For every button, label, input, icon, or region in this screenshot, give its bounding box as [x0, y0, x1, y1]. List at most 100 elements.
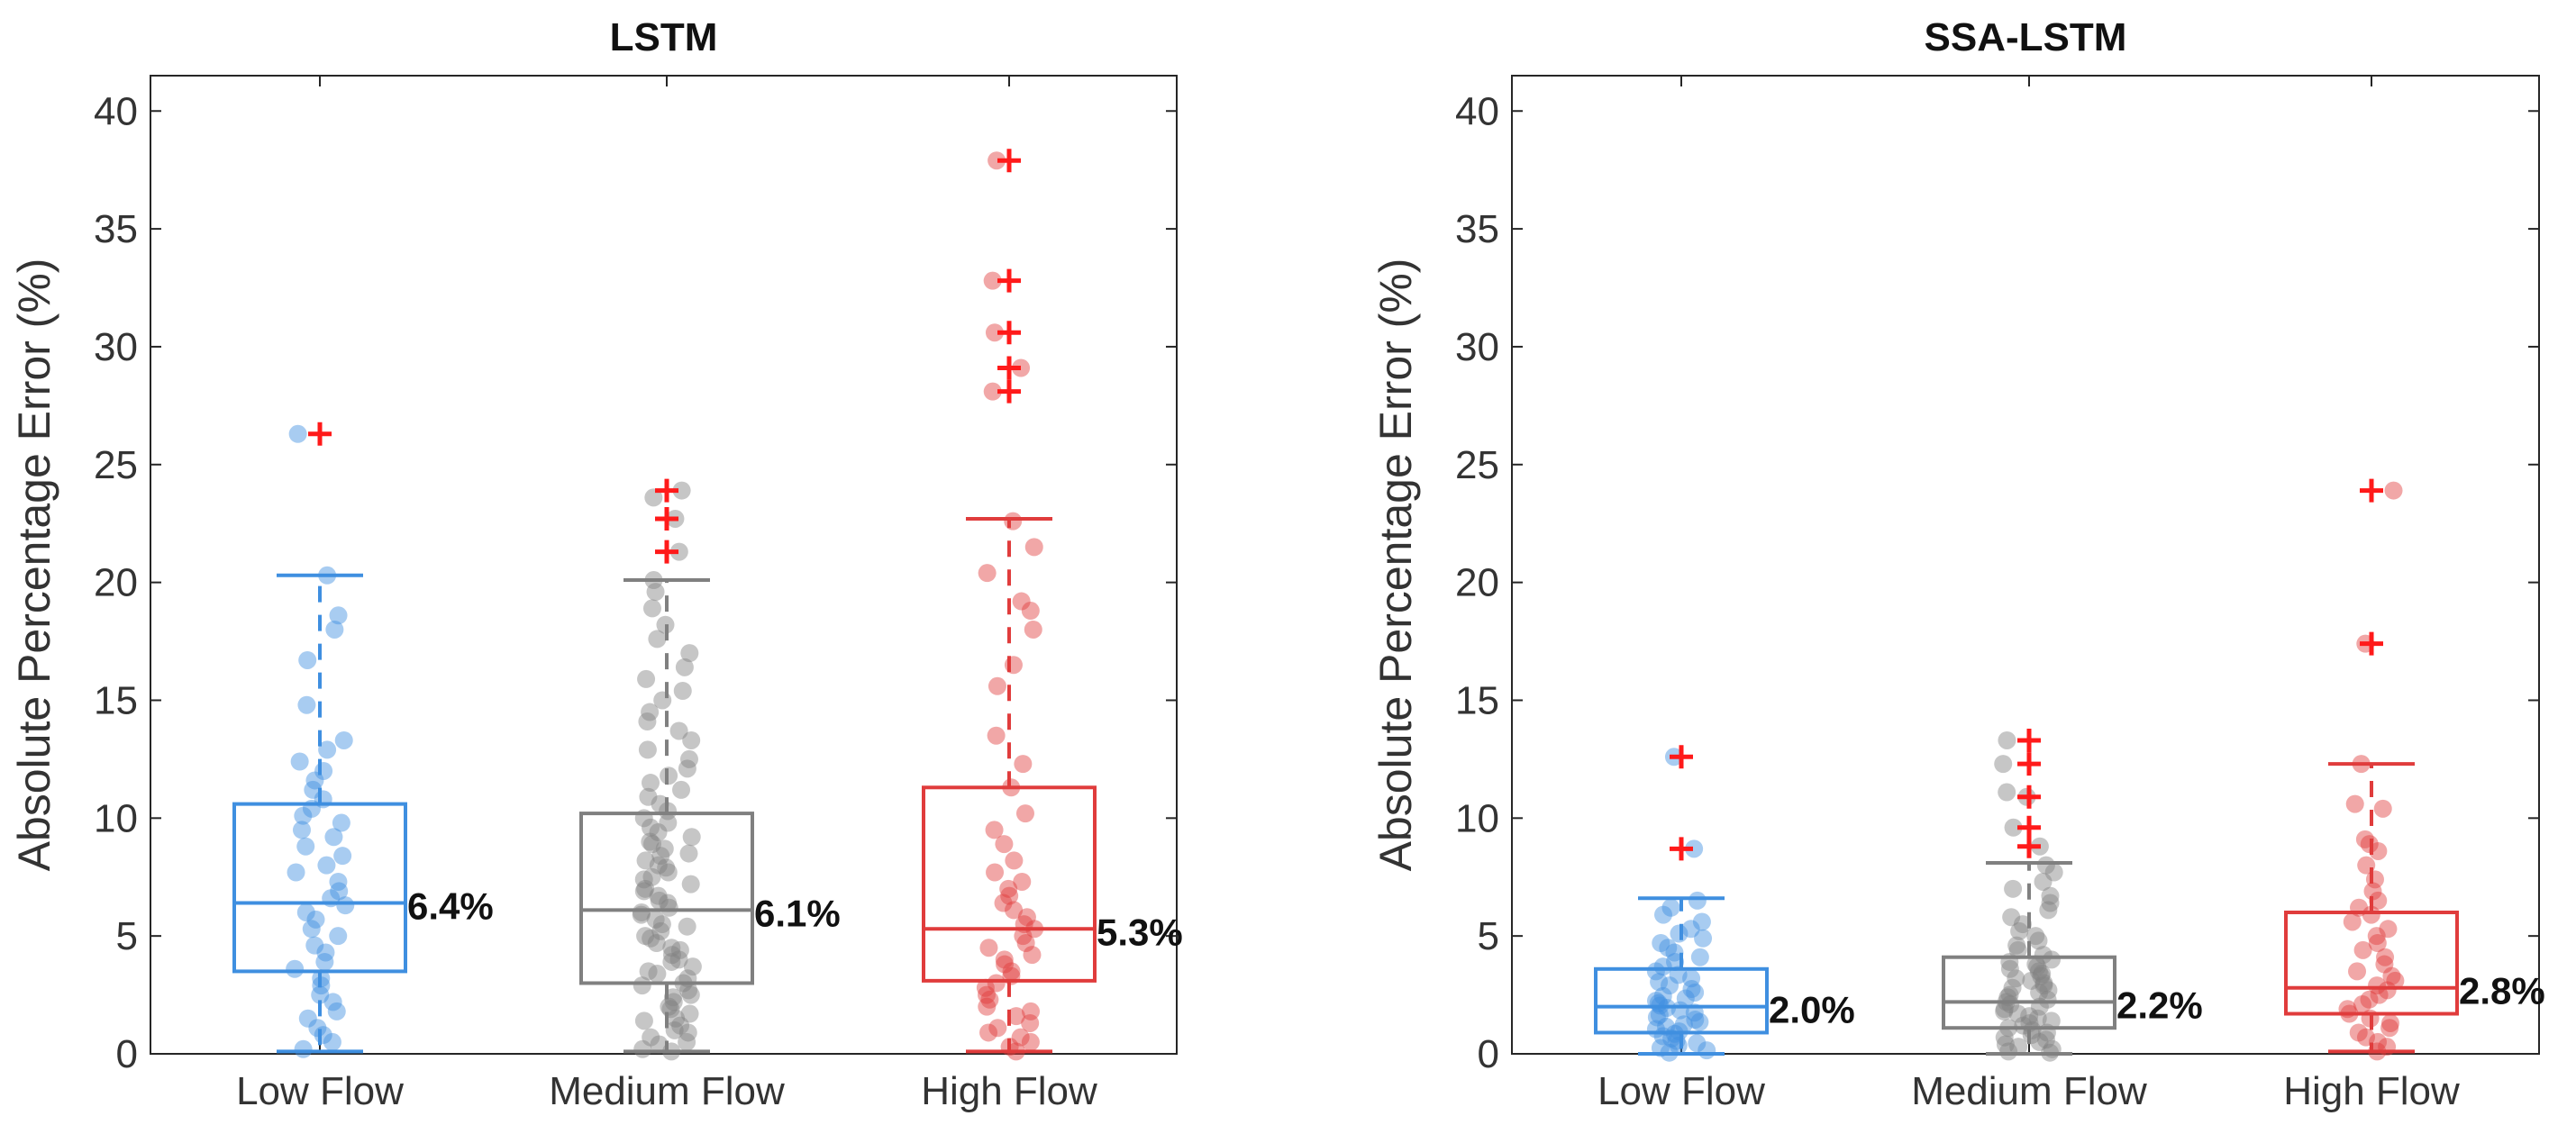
data-point — [634, 870, 653, 889]
data-point — [1004, 512, 1023, 531]
data-point — [1005, 851, 1024, 870]
data-point — [664, 993, 683, 1011]
y-tick-label: 30 — [94, 325, 138, 369]
data-point — [2013, 915, 2032, 934]
data-point — [2373, 799, 2392, 818]
data-point — [2038, 990, 2057, 1009]
data-point — [662, 939, 681, 957]
data-point — [2343, 912, 2362, 931]
data-point — [305, 771, 324, 790]
data-point — [2380, 1013, 2399, 1032]
data-point — [665, 1021, 684, 1039]
x-tick-label: Medium Flow — [549, 1069, 785, 1113]
data-point — [2360, 990, 2379, 1009]
y-axis-label: Absolute Percentage Error (%) — [1370, 259, 1421, 872]
data-point — [1690, 948, 1709, 966]
outlier-marker — [1670, 745, 1693, 769]
data-point — [2376, 948, 2395, 966]
chart-panel-1: LSTM Absolute Percentage Error (%) 0 5 10 15 2… — [9, 15, 1183, 1113]
data-point — [2003, 978, 2022, 997]
outlier-marker — [2017, 752, 2041, 776]
data-point — [1654, 905, 1673, 924]
data-point — [1998, 783, 2016, 802]
data-point — [983, 382, 1002, 401]
data-point — [1661, 976, 1679, 995]
data-point — [681, 875, 700, 894]
data-point — [2356, 1028, 2375, 1047]
outlier-marker — [997, 356, 1021, 380]
box-iqr — [1942, 955, 2116, 1030]
data-point — [1000, 886, 1019, 905]
outlier-marker — [997, 379, 1021, 404]
data-point — [1021, 1013, 1040, 1032]
y-tick-label: 25 — [1455, 443, 1499, 487]
data-point — [634, 1011, 653, 1030]
data-point — [1686, 983, 1705, 1002]
data-point — [2009, 1038, 2028, 1057]
data-point — [653, 691, 672, 710]
data-point — [1015, 804, 1034, 823]
data-point — [979, 1023, 998, 1042]
data-point — [1011, 1028, 1030, 1047]
data-point — [2345, 794, 2364, 813]
data-point — [669, 542, 688, 561]
data-point — [1996, 1035, 2015, 1054]
x-tick-label: Medium Flow — [1911, 1069, 2147, 1113]
data-point — [1692, 912, 1711, 931]
data-point — [655, 839, 674, 858]
data-point — [1682, 980, 1701, 999]
data-point — [2349, 1023, 2368, 1042]
data-point — [302, 920, 321, 939]
data-point — [2041, 894, 2060, 912]
data-point — [987, 974, 1006, 993]
data-point — [2368, 934, 2387, 953]
data-point — [659, 894, 678, 912]
chart-panel-2: SSA-LSTM Absolute Percentage Error (%) 0 5 1… — [1370, 15, 2545, 1113]
data-point — [648, 630, 667, 649]
data-point — [985, 821, 1004, 839]
data-point — [2034, 946, 2053, 965]
outlier-marker — [1670, 837, 1693, 861]
data-point — [296, 837, 315, 856]
data-point — [646, 583, 665, 602]
outlier-marker — [655, 506, 678, 531]
data-point — [324, 828, 343, 847]
data-point — [639, 962, 658, 981]
y-tick-label: 40 — [94, 89, 138, 133]
data-point — [678, 1032, 696, 1051]
data-point — [1006, 1007, 1025, 1026]
data-point — [678, 917, 696, 936]
data-point — [2369, 841, 2388, 860]
data-point — [651, 921, 670, 940]
data-point — [979, 939, 998, 957]
data-point — [2029, 962, 2048, 981]
data-point — [2036, 856, 2055, 875]
box-3: 5.3% — [922, 149, 1183, 1054]
box-iqr — [579, 812, 754, 985]
data-point — [318, 740, 337, 759]
y-axis-label: Absolute Percentage Error (%) — [9, 259, 59, 872]
data-point — [1688, 1034, 1707, 1053]
data-point — [2002, 908, 2021, 927]
data-point — [995, 950, 1014, 969]
data-point — [2028, 957, 2047, 976]
data-point — [2039, 981, 2058, 1000]
data-point — [2386, 971, 2405, 990]
data-point — [2007, 936, 2026, 955]
y-tick-label: 35 — [1455, 207, 1499, 251]
data-point — [2378, 981, 2397, 1000]
data-point — [2032, 966, 2051, 985]
data-point — [2033, 965, 2052, 984]
data-point — [1013, 872, 1032, 891]
data-point — [670, 940, 689, 959]
y-tick-label: 15 — [94, 678, 138, 722]
data-point — [659, 863, 678, 882]
data-point — [996, 955, 1015, 974]
data-point — [660, 767, 678, 785]
data-point — [988, 676, 1006, 695]
data-point — [2008, 1004, 2027, 1023]
y-tick-label: 5 — [1478, 914, 1499, 958]
data-point — [647, 934, 666, 953]
data-point — [987, 726, 1006, 745]
data-point — [333, 847, 352, 866]
